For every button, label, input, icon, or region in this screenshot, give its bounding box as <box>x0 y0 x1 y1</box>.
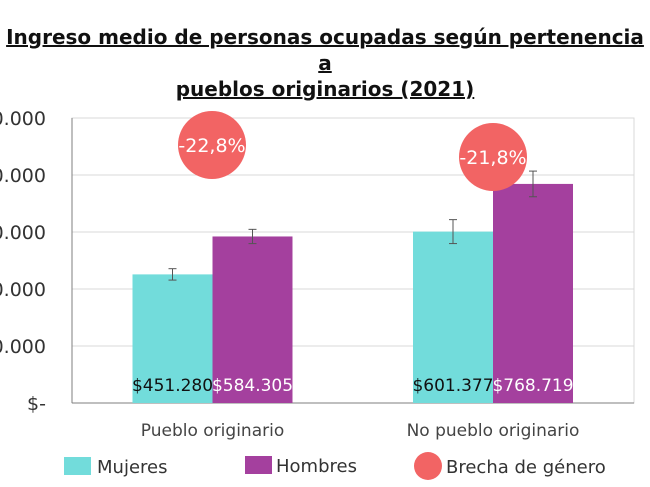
y-tick-label: $- <box>27 393 46 415</box>
chart-title: Ingreso medio de personas ocupadas según… <box>0 24 650 102</box>
y-tick-label: 0.000 <box>0 336 46 358</box>
y-tick-label: 0.000 <box>0 279 46 301</box>
gap-label: -22,8% <box>178 135 245 157</box>
bar-hombres <box>212 236 293 403</box>
data-label-mujeres: $451.280 <box>132 376 213 396</box>
gap-label: -21,8% <box>459 147 526 169</box>
gap-bubble <box>459 123 527 191</box>
data-label-mujeres: $601.377 <box>412 376 493 396</box>
gap-bubble <box>178 111 246 179</box>
bar-mujeres <box>132 274 213 403</box>
y-tick-label: 0.000 <box>0 165 46 187</box>
chart-title-line-1: Ingreso medio de personas ocupadas según… <box>6 25 644 75</box>
legend-label-hombres: Hombres <box>276 456 357 477</box>
legend-label-brecha: Brecha de género <box>446 457 606 478</box>
legend-swatch-hombres <box>245 456 272 474</box>
data-label-hombres: $584.305 <box>212 376 293 396</box>
y-tick-label: 0.000 <box>0 108 46 130</box>
y-tick-label: 0.000 <box>0 222 46 244</box>
legend-label-mujeres: Mujeres <box>97 457 167 478</box>
chart-title-line-2: pueblos originarios (2021) <box>175 77 475 101</box>
x-category-label: Pueblo originario <box>141 421 284 441</box>
bar-hombres <box>493 183 573 403</box>
legend-swatch-mujeres <box>64 457 91 475</box>
bar-mujeres <box>413 231 493 403</box>
legend-swatch-brecha <box>414 452 442 480</box>
data-label-hombres: $768.719 <box>492 376 573 396</box>
x-category-label: No pueblo originario <box>407 421 580 441</box>
